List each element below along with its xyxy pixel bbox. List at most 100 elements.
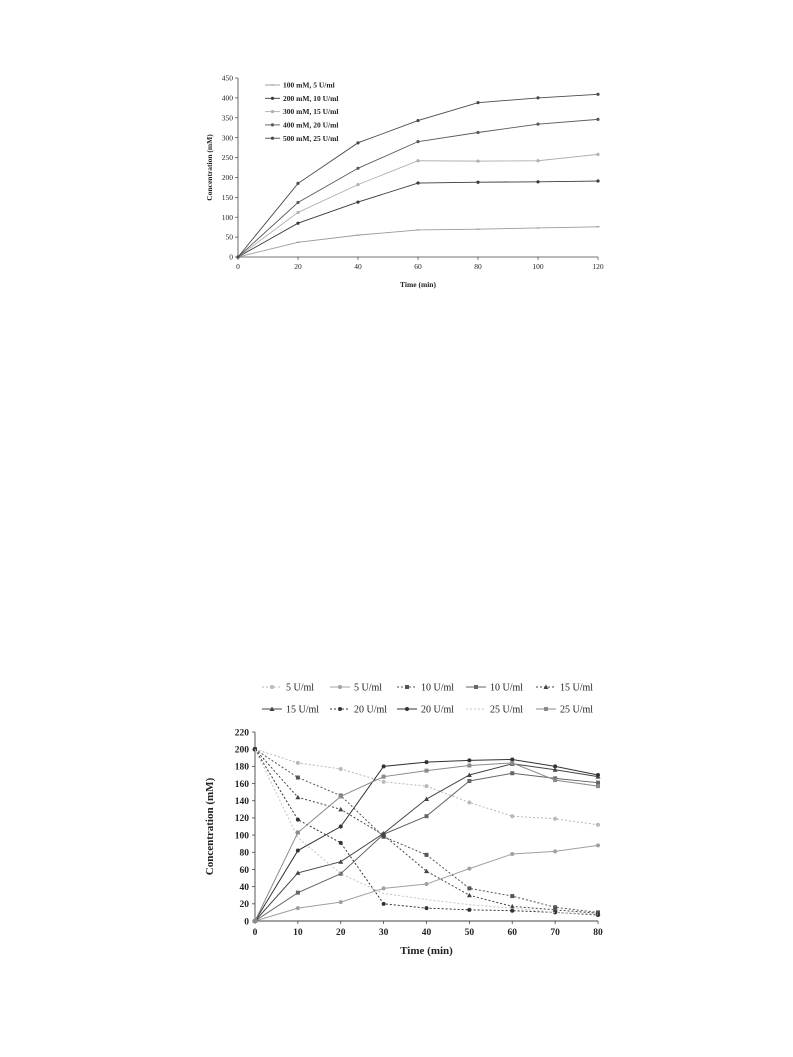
series-10	[253, 760, 600, 923]
y-axis-title: Concentration (mM)	[205, 134, 214, 201]
data-point	[467, 778, 472, 783]
x-axis-title: Time (min)	[400, 945, 453, 957]
legend-label: 15 U/ml	[286, 705, 319, 716]
data-point	[467, 907, 472, 912]
data-point	[510, 760, 515, 765]
data-point	[338, 794, 343, 799]
data-point	[536, 122, 540, 126]
legend-label: 25 U/ml	[560, 705, 593, 716]
data-point	[596, 152, 600, 156]
series-line	[254, 748, 599, 914]
y-tick-label: 100	[222, 213, 234, 222]
data-point	[295, 890, 300, 895]
legend-label: 400 mM, 20 U/ml	[283, 121, 338, 130]
y-tick-label: 300	[222, 133, 234, 142]
data-point	[296, 181, 300, 186]
data-point	[467, 886, 472, 891]
y-tick-label: 160	[235, 780, 250, 790]
data-point	[536, 227, 540, 229]
x-tick-label: 0	[253, 928, 258, 938]
y-tick-label: 150	[222, 193, 234, 202]
data-point	[424, 868, 429, 874]
data-point	[553, 816, 558, 821]
data-point	[381, 779, 386, 784]
data-point	[295, 848, 300, 853]
data-point	[509, 903, 515, 909]
x-tick-label: 80	[474, 262, 482, 271]
data-point	[338, 900, 343, 905]
x-tick-label: 80	[593, 928, 603, 938]
data-point	[416, 181, 420, 185]
series-2	[253, 843, 600, 923]
legend-marker	[270, 685, 274, 689]
data-point	[356, 183, 360, 187]
data-point	[338, 824, 343, 829]
y-tick-label: 40	[240, 883, 250, 893]
x-axis-title: Time (min)	[400, 280, 436, 289]
series-line	[237, 226, 599, 258]
legend-label: 15 U/ml	[560, 683, 593, 694]
data-point	[338, 766, 343, 771]
data-point	[424, 784, 429, 789]
series-line	[254, 758, 599, 922]
data-point	[510, 771, 515, 776]
y-tick-label: 50	[226, 233, 234, 242]
legend-marker	[405, 685, 409, 689]
legend-label: 20 U/ml	[421, 705, 454, 716]
data-point	[424, 906, 429, 911]
data-point	[295, 870, 301, 875]
data-point	[552, 907, 558, 912]
data-point	[476, 130, 480, 135]
data-point	[295, 760, 300, 765]
x-tick-label: 20	[336, 928, 346, 938]
data-point	[296, 221, 300, 225]
data-point	[424, 796, 429, 802]
data-point	[596, 92, 600, 96]
series-5	[236, 92, 600, 259]
series-3	[236, 152, 600, 259]
legend-label: 10 U/ml	[490, 683, 523, 694]
y-tick-label: 60	[240, 866, 250, 876]
legend-marker	[270, 110, 275, 114]
series-line	[254, 772, 599, 922]
data-point	[596, 843, 600, 848]
legend-label: 300 mM, 15 U/ml	[283, 107, 338, 116]
legend-marker	[338, 707, 342, 711]
data-point	[424, 882, 429, 887]
legend-marker	[338, 685, 342, 689]
data-point	[338, 840, 343, 845]
y-tick-label: 140	[235, 797, 250, 807]
legend-label: 10 U/ml	[421, 683, 454, 694]
data-point	[536, 96, 540, 100]
data-point	[596, 822, 600, 827]
legend-label: 25 U/ml	[490, 705, 523, 716]
y-axis-title: Concentration (mM)	[204, 777, 216, 875]
legend-marker	[270, 136, 275, 140]
legend-marker	[543, 684, 549, 689]
data-point	[356, 200, 360, 204]
data-point	[467, 758, 472, 763]
series-line	[254, 748, 599, 915]
data-point	[356, 166, 360, 170]
data-point	[467, 866, 472, 871]
legend-marker	[270, 123, 275, 127]
legend-marker	[270, 84, 275, 86]
data-point	[476, 180, 480, 184]
y-tick-label: 450	[222, 74, 234, 83]
data-point	[467, 763, 472, 768]
data-point	[416, 118, 420, 123]
data-point	[510, 814, 515, 819]
data-point	[476, 159, 480, 163]
data-point	[296, 200, 300, 205]
data-point	[381, 774, 386, 779]
data-point	[424, 760, 429, 765]
x-tick-label: 50	[465, 928, 475, 938]
data-point	[296, 210, 300, 215]
x-tick-label: 60	[508, 928, 518, 938]
legend-marker	[544, 707, 548, 711]
legend-label: 500 mM, 25 U/ml	[283, 134, 338, 143]
y-tick-label: 0	[229, 253, 233, 262]
data-point	[424, 852, 429, 857]
series-line	[254, 748, 599, 916]
data-point	[356, 234, 360, 236]
